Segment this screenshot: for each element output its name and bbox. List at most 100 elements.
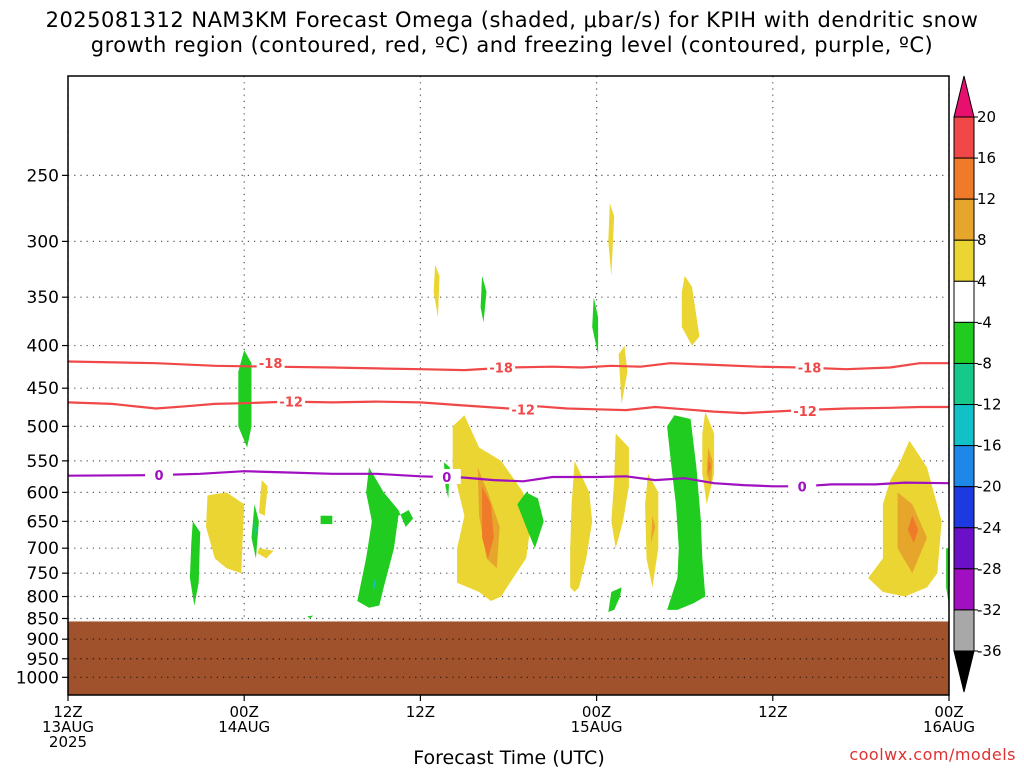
terrain-below-ground [68,621,949,695]
colorbar-swatch [953,280,975,323]
omega-region-neg-4 [608,587,622,612]
colorbar-swatch [953,362,975,406]
contour-label-bg [788,478,817,494]
colorbar-label: -8 [977,354,992,372]
omega-region-neg-12 [373,580,376,590]
omega-region-pos-12 [907,515,919,543]
omega-region-neg-4 [320,515,333,525]
y-tick-label: 700 [27,539,59,559]
omega-region-pos-4 [257,548,274,559]
omega-region-pos-4 [433,264,440,318]
omega-region-pos-4 [618,345,628,404]
y-tick-label: 950 [27,650,59,670]
contour-label-bg [487,359,516,375]
chart-title-line-2: growth region (contoured, red, ºC) and f… [90,33,934,57]
contour-label: 0 [798,480,807,495]
omega-region-neg-4 [357,467,414,608]
colorbar-top-arrow [953,75,975,118]
colorbar-label: 8 [977,231,987,249]
colorbar-swatch [953,404,975,447]
colorbar-swatch [953,157,975,200]
omega-region-pos-4 [206,492,245,574]
colorbar-swatch [953,609,975,652]
contour-label-bg [795,359,824,375]
contour-label-bg [277,393,306,409]
x-tick-label: 16AUG [923,718,975,736]
colorbar-swatch [953,116,975,159]
x-tick-label: 14AUG [218,718,270,736]
y-tick-label: 850 [27,609,59,629]
grid-lines [67,76,950,695]
colorbar-label: -24 [977,519,1002,537]
contour-label-bg [256,355,285,371]
plot-frame [67,75,950,696]
y-axis-ticks: 2503003504004505005506006507007508008509… [16,166,68,688]
y-tick-label: 400 [27,337,59,357]
omega-region-pos-12 [482,486,494,559]
colorbar-label: 12 [977,190,996,208]
x-tick-label: 00Z [582,703,611,721]
x-tick-label: 12Z [53,703,82,721]
y-tick-label: 550 [27,452,59,472]
colorbar-swatch [953,486,975,529]
colorbar-label: 16 [977,149,996,167]
omega-region-neg-4 [667,415,706,610]
colorbar-label: 20 [977,108,996,126]
contour-label-bg [509,401,538,417]
colorbar: 20 16 12 8 4 -4 -8 -12 -16 -20 -24 -28 -32 -36 [953,75,1002,693]
x-tick-label: 15AUG [571,718,623,736]
colorbar-swatch [953,445,975,488]
y-tick-label: 650 [27,512,59,532]
omega-shading [189,203,949,619]
y-tick-label: 350 [27,288,59,308]
colorbar-label: -28 [977,560,1002,578]
x-tick-label: 12Z [406,703,435,721]
colorbar-label: -20 [977,478,1002,496]
site-credit[interactable]: coolwx.com/models [849,745,1016,764]
colorbar-label: -16 [977,437,1002,455]
y-tick-label: 300 [27,232,59,252]
y-tick-label: 250 [27,166,59,186]
chart-title-line-1: 2025081312 NAM3KM Forecast Omega (shaded… [45,8,979,32]
omega-region-neg-4 [592,297,599,355]
contour-label-bg [791,402,820,418]
omega-region-pos-8 [650,515,656,543]
y-tick-label: 900 [27,630,59,650]
colorbar-swatch [953,321,975,364]
x-axis-title: Forecast Time (UTC) [413,747,605,769]
omega-region-pos-12 [708,457,712,474]
omega-region-pos-4 [608,203,615,276]
omega-region-pos-4 [570,460,593,592]
colorbar-swatch [953,568,975,611]
omega-region-neg-8 [254,521,258,538]
contour-label: -12 [279,396,303,411]
contour-label: -12 [511,403,535,418]
omega-region-neg-4 [189,521,201,606]
colorbar-bottom-arrow [953,650,975,693]
x-tick-label: 00Z [230,703,259,721]
contour-label: -18 [489,362,513,377]
omega-region-neg-4 [517,492,544,549]
omega-region-neg-4 [238,350,252,448]
colorbar-swatch [953,527,975,570]
omega-region-neg-4 [307,615,314,619]
y-tick-label: 600 [27,483,59,503]
contour-line [67,360,949,372]
omega-region-pos-4 [611,433,629,549]
contour-label: -18 [259,357,283,372]
colorbar-swatch [953,198,975,241]
y-tick-label: 450 [27,379,59,399]
x-tick-label: 00Z [934,703,963,721]
colorbar-label: 4 [977,272,987,290]
contour-label-bg [432,468,461,484]
omega-region-pos-4 [681,275,700,346]
x-tick-label: 13AUG [42,718,94,736]
contour-label: 0 [155,469,164,484]
colorbar-swatch [953,239,975,282]
contour-label: -12 [793,405,817,420]
omega-region-pos-4 [258,480,268,516]
temperature-contours: -18 -18 -18 -12 -12 -12 0 0 0 [67,355,950,495]
colorbar-label: -12 [977,396,1002,414]
